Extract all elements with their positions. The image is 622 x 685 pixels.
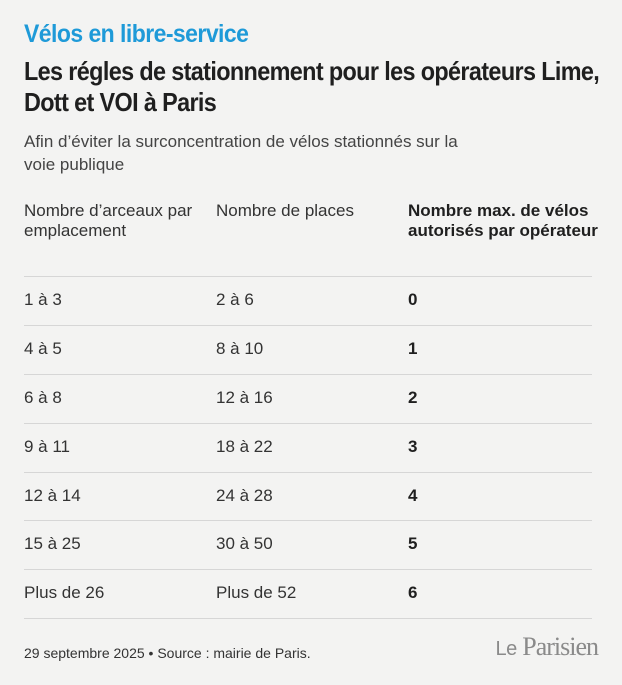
logo-name: Parisien — [522, 632, 599, 661]
cell-max-velos: 5 — [408, 534, 418, 554]
logo-le: Le — [495, 638, 517, 660]
le-parisien-logo: Le Parisien — [495, 632, 599, 662]
cell-arceaux: 12 à 14 — [24, 485, 81, 505]
cell-arceaux: Plus de 26 — [24, 583, 105, 603]
cell-places: 8 à 10 — [216, 338, 264, 358]
cell-places: 18 à 22 — [216, 436, 273, 456]
column-header-places: Nombre de places — [216, 201, 354, 220]
cell-max-velos: 6 — [408, 583, 418, 603]
table-divider — [24, 618, 592, 620]
headline: Les régles de stationnement pour les opé… — [24, 56, 600, 117]
source-note: 29 septembre 2025 • Source : mairie de P… — [24, 645, 311, 661]
subtitle: Afin d’éviter la surconcentration de vél… — [24, 132, 458, 174]
table-row: 15 à 25 30 à 50 5 — [24, 520, 592, 569]
cell-places: 24 à 28 — [216, 485, 273, 505]
cell-max-velos: 2 — [408, 387, 418, 407]
cell-arceaux: 1 à 3 — [24, 290, 62, 309]
kicker: Vélos en libre-service — [24, 20, 249, 48]
table-row: 12 à 14 24 à 28 4 — [24, 471, 592, 521]
cell-arceaux: 9 à 11 — [24, 436, 71, 456]
column-header-max-velos: Nombre max. de vélos autorisés par opéra… — [408, 201, 598, 240]
cell-arceaux: 15 à 25 — [24, 534, 81, 554]
cell-max-velos: 0 — [408, 290, 418, 309]
column-header-arceaux: Nombre d’arceaux par emplacement — [24, 201, 193, 240]
cell-max-velos: 4 — [408, 485, 418, 505]
table-row: 1 à 3 2 à 6 0 — [24, 276, 592, 325]
cell-arceaux: 6 à 8 — [24, 387, 62, 407]
cell-max-velos: 3 — [408, 436, 418, 456]
cell-places: 12 à 16 — [216, 387, 273, 407]
cell-places: 30 à 50 — [216, 534, 273, 554]
cell-max-velos: 1 — [408, 338, 418, 358]
table-row: 9 à 11 18 à 22 3 — [24, 422, 592, 472]
cell-places: Plus de 52 — [216, 583, 297, 603]
table-row: 4 à 5 8 à 10 1 — [24, 324, 592, 374]
cell-places: 2 à 6 — [216, 290, 254, 309]
table-row: Plus de 26 Plus de 52 6 — [24, 569, 592, 618]
cell-arceaux: 4 à 5 — [24, 338, 62, 358]
rules-table: 1 à 3 2 à 6 0 4 à 5 8 à 10 1 6 à 8 12 à … — [24, 276, 592, 620]
table-row: 6 à 8 12 à 16 2 — [24, 373, 592, 423]
